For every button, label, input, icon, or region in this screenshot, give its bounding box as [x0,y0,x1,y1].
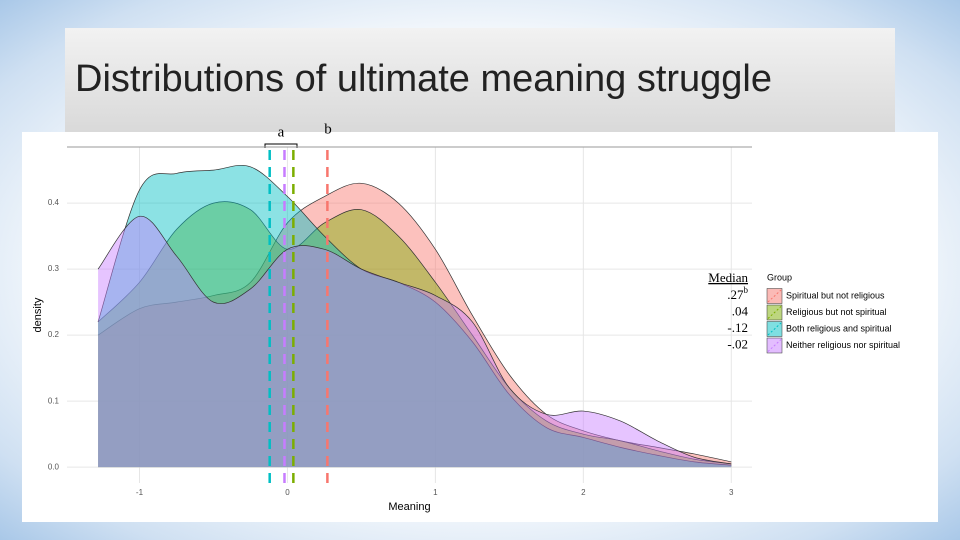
legend-key-line [767,289,782,303]
median-sup: b [744,285,749,295]
x-tick-label: -1 [136,488,144,497]
legend-key-line [767,322,782,336]
density-area [98,183,732,468]
legend-title: Group [767,272,792,282]
density-line [97,215,732,465]
median-label: -.12 [727,320,748,335]
legend-label: Both religious and spiritual [786,323,892,333]
median-label: .04 [732,303,749,318]
chart-panel [22,132,938,522]
legend-key-line [767,339,782,352]
median-label: -.02 [727,336,748,351]
x-tick-label: 2 [581,488,586,497]
y-tick-label: 0.4 [48,198,60,207]
density-line [97,201,732,465]
median-value: -.02 [727,336,748,351]
legend-label: Neither religious nor spiritual [786,340,900,350]
density-area [98,216,732,468]
median-value: .27 [727,287,744,302]
x-tick-label: 0 [285,488,290,497]
y-axis-label: density [32,297,44,332]
y-tick-label: 0.3 [48,264,60,273]
density-area [98,165,732,468]
y-tick-label: 0.0 [48,462,60,471]
chart-title: Distributions of ultimate meaning strugg… [75,58,773,100]
y-tick-label: 0.2 [48,330,60,339]
density-area [98,201,732,468]
x-axis-label: Meaning [388,501,430,513]
legend-key-line [767,306,782,319]
annotation: b [324,121,332,137]
median-header: Median [708,270,748,285]
annotation: a [278,124,285,140]
x-tick-label: 3 [729,488,734,497]
density-line [97,164,732,466]
median-value: .04 [732,303,749,318]
bracket [264,143,298,148]
y-tick-label: 0.1 [48,396,60,405]
median-value: -.12 [727,320,748,335]
legend-label: Spiritual but not religious [786,290,885,300]
median-label: .27b [727,285,748,302]
legend-label: Religious but not spiritual [786,307,887,317]
x-tick-label: 1 [433,488,438,497]
title-box: Distributions of ultimate meaning strugg… [65,28,895,132]
